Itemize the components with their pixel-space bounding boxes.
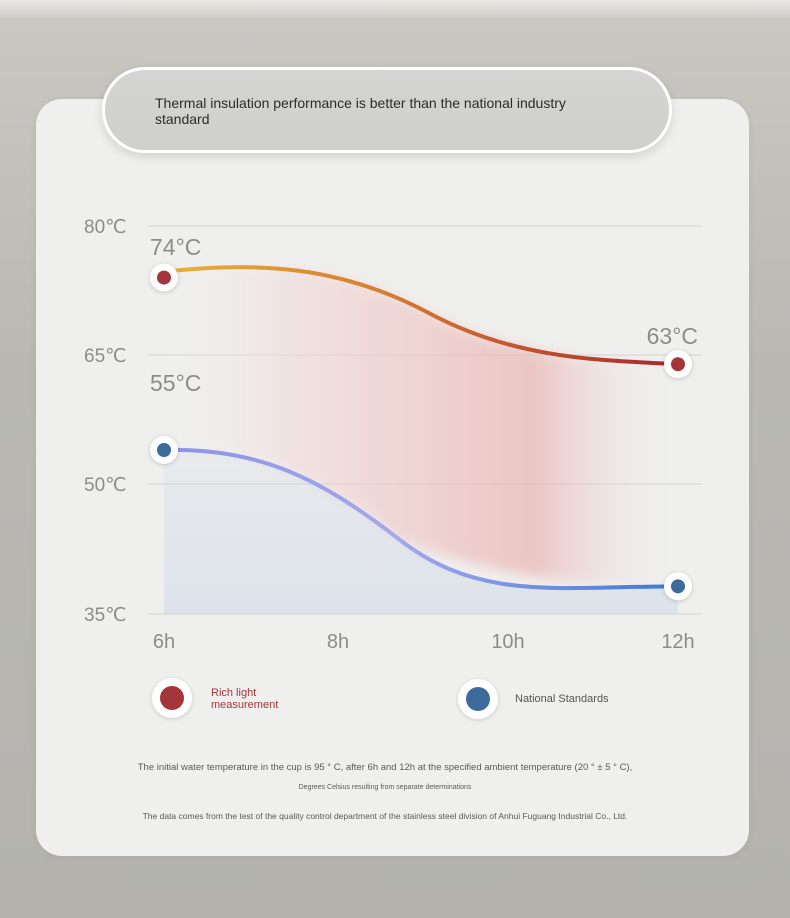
legend-national-marker bbox=[458, 679, 498, 719]
y-tick-label: 80℃ bbox=[84, 217, 126, 238]
marker-core bbox=[157, 270, 171, 285]
x-tick-label: 6h bbox=[153, 631, 175, 653]
marker-core bbox=[671, 579, 685, 594]
marker-core bbox=[157, 443, 171, 457]
x-tick-label: 8h bbox=[327, 631, 349, 653]
headline-pill: Thermal insulation performance is better… bbox=[102, 67, 672, 153]
x-tick-label: 10h bbox=[491, 631, 524, 653]
legend-national-label: National Standards bbox=[515, 693, 609, 705]
legend-national-dot bbox=[466, 687, 490, 711]
area-under-national bbox=[164, 449, 678, 614]
legend-rich-marker bbox=[152, 678, 192, 718]
rich-light-start-label: 74°C bbox=[150, 234, 201, 260]
footnote-line-1: The initial water temperature in the cup… bbox=[137, 762, 633, 773]
x-tick-label: 12h bbox=[661, 631, 694, 653]
national-start-label: 55°C bbox=[150, 370, 201, 396]
y-tick-label: 35℃ bbox=[84, 605, 126, 626]
top-background-strip bbox=[0, 0, 790, 18]
y-tick-label: 65℃ bbox=[84, 346, 126, 367]
y-tick-label: 50℃ bbox=[84, 475, 126, 496]
rich-light-end-label: 63°C bbox=[647, 323, 698, 349]
rich-light-end-point bbox=[664, 350, 692, 380]
marker-core bbox=[671, 357, 685, 372]
rich-light-line bbox=[162, 265, 680, 367]
headline-text: Thermal insulation performance is better… bbox=[155, 95, 566, 127]
legend-rich-dot bbox=[160, 686, 184, 710]
national-end-point bbox=[664, 572, 692, 602]
national-standard-line bbox=[162, 447, 680, 591]
rich-light-start-point bbox=[150, 263, 178, 293]
area-between-series bbox=[164, 267, 678, 587]
footnote-line-3: The data comes from the test of the qual… bbox=[142, 811, 628, 821]
legend-rich-label: Rich light measurement bbox=[211, 687, 279, 711]
footnote-line-2: Degrees Celsius resulting from separate … bbox=[298, 784, 472, 791]
national-start-point bbox=[150, 436, 178, 465]
